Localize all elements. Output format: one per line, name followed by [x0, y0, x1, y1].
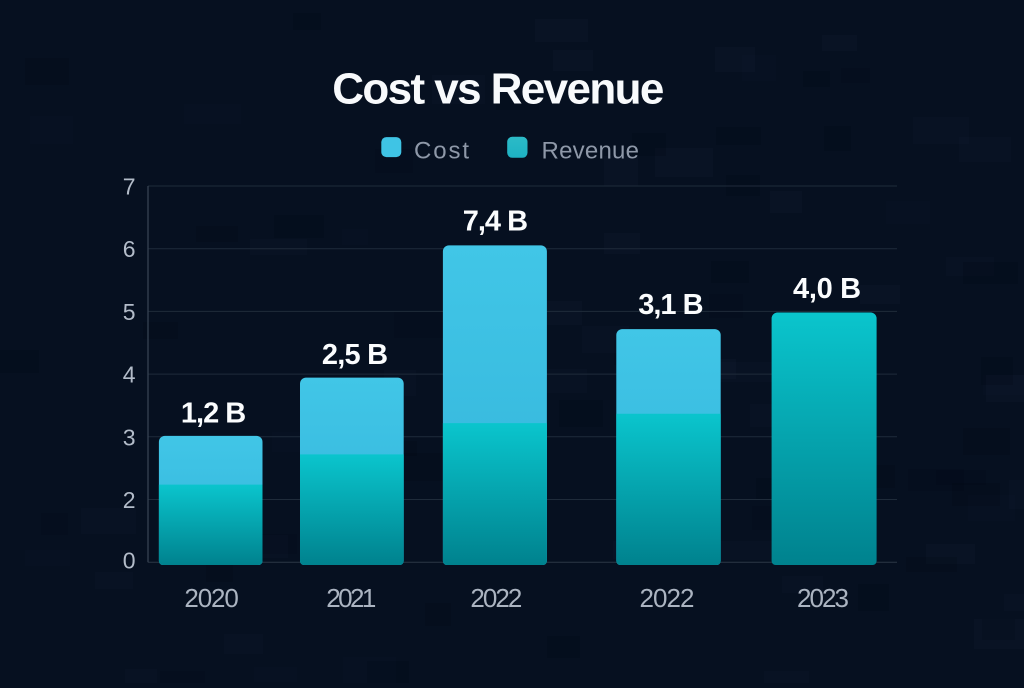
svg-text:7,4 B: 7,4 B — [463, 206, 527, 238]
svg-text:1,2 B: 1,2 B — [181, 398, 245, 430]
svg-text:2022: 2022 — [470, 583, 522, 613]
svg-text:3: 3 — [123, 424, 136, 450]
svg-text:2,5 B: 2,5 B — [322, 339, 387, 371]
svg-text:5: 5 — [123, 299, 136, 325]
svg-text:2022: 2022 — [640, 583, 695, 613]
svg-text:7: 7 — [123, 174, 136, 200]
svg-text:Cost vs Revenue: Cost vs Revenue — [332, 64, 663, 113]
svg-text:2020: 2020 — [184, 583, 239, 613]
svg-text:4,0 B: 4,0 B — [793, 273, 861, 305]
svg-text:3,1 B: 3,1 B — [638, 289, 702, 321]
svg-text:Cost: Cost — [414, 137, 469, 164]
svg-text:4: 4 — [123, 362, 136, 388]
svg-text:0: 0 — [123, 548, 136, 574]
svg-text:6: 6 — [123, 236, 136, 262]
svg-text:2: 2 — [123, 487, 136, 513]
svg-text:2021: 2021 — [326, 583, 376, 613]
svg-text:2023: 2023 — [797, 583, 849, 613]
svg-text:Revenue: Revenue — [542, 137, 640, 164]
